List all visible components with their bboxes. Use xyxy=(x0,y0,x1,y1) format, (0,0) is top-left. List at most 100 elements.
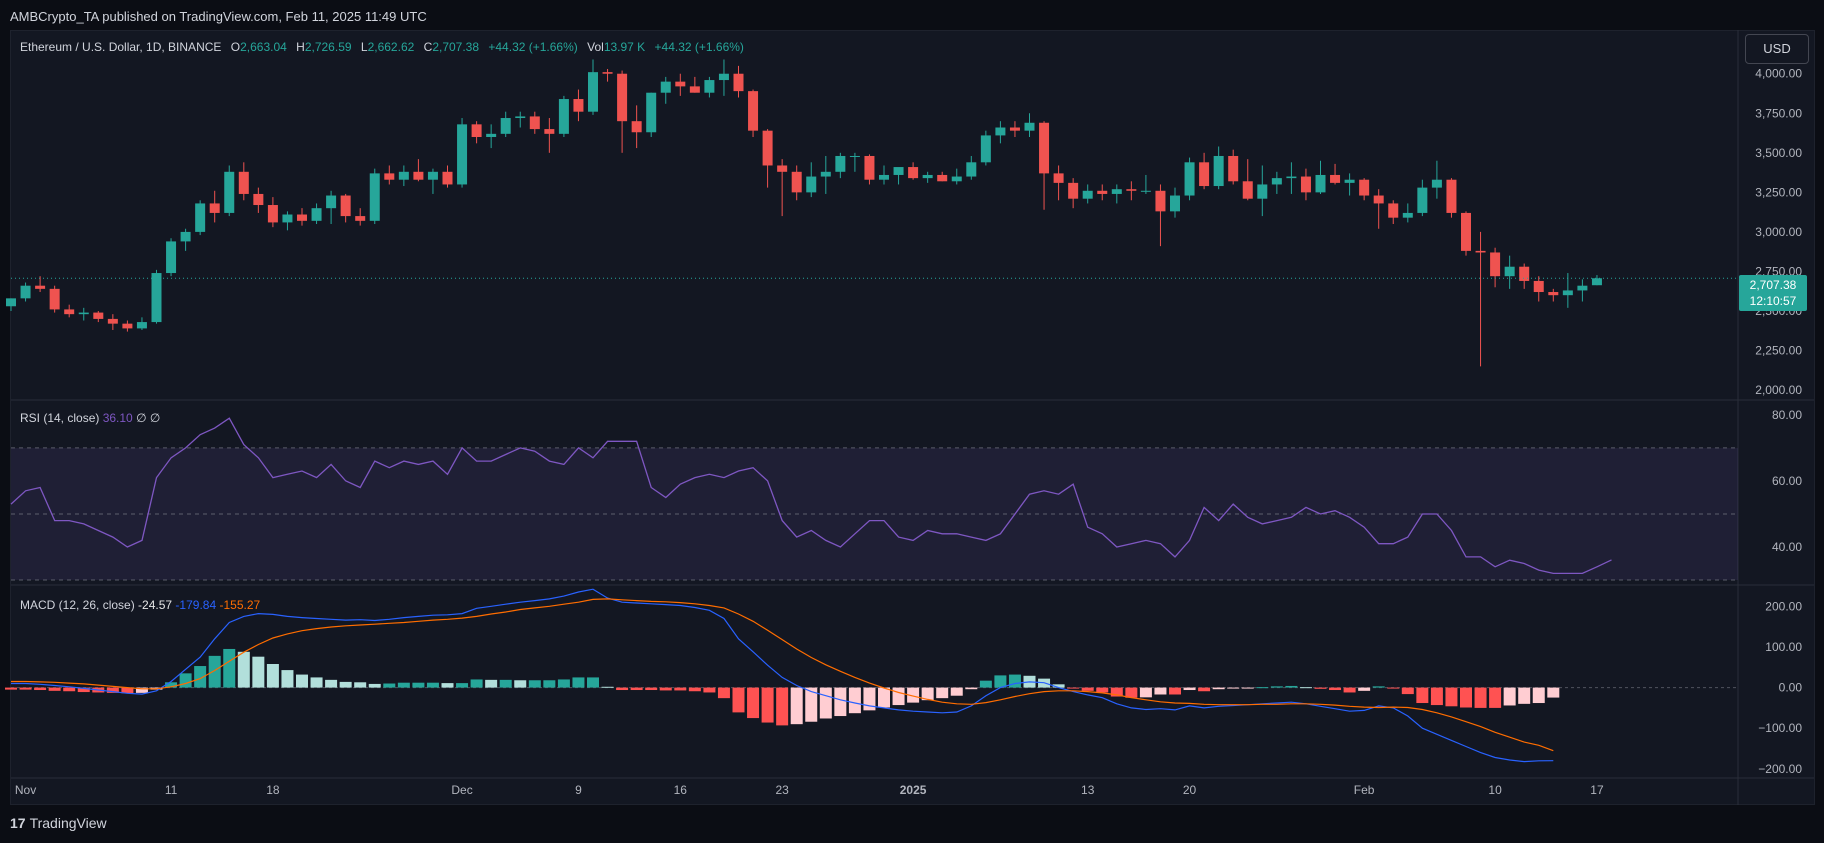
macd-histogram-bar xyxy=(790,687,803,725)
macd-histogram-bar xyxy=(121,687,134,694)
symbol-legend: Ethereum / U.S. Dollar, 1D, BINANCE O2,6… xyxy=(20,40,744,54)
macd-histogram-bar xyxy=(252,656,265,688)
macd-histogram-bar xyxy=(587,677,599,688)
candle-body xyxy=(1082,190,1093,199)
macd-histogram-bar xyxy=(5,687,17,690)
candle-body xyxy=(1242,181,1253,199)
price-axis-tick: 3,750.00 xyxy=(1755,106,1802,120)
candle-body xyxy=(20,285,31,299)
macd-histogram-bar xyxy=(1212,687,1225,690)
candle-body xyxy=(660,81,671,93)
macd-histogram-bar xyxy=(1416,687,1429,704)
macd-axis-tick: −100.00 xyxy=(1758,721,1802,735)
candle-body xyxy=(922,174,933,179)
candle-body xyxy=(297,214,307,221)
rsi-line xyxy=(10,417,1612,575)
candle-body xyxy=(1431,179,1442,188)
candle-body xyxy=(937,174,948,182)
candle-body xyxy=(704,80,715,93)
candle-body xyxy=(238,171,249,194)
candle-body xyxy=(864,155,875,180)
candle-body xyxy=(1286,176,1297,179)
macd-histogram-bar xyxy=(834,687,847,717)
top-bar: AMBCrypto_TA published on TradingView.co… xyxy=(0,0,1824,30)
time-axis-tick: 2025 xyxy=(900,783,927,797)
time-axis-tick: 13 xyxy=(1081,783,1095,797)
candle-body xyxy=(398,171,409,180)
macd-histogram-bar xyxy=(1460,687,1472,708)
candle-body xyxy=(326,195,337,209)
candle-body xyxy=(1402,212,1413,218)
candle-body xyxy=(384,173,395,180)
price-axis-tick: 2,000.00 xyxy=(1755,383,1802,397)
macd-histogram-bar xyxy=(266,664,279,688)
candle-body xyxy=(1257,184,1268,199)
macd-histogram-bar xyxy=(819,687,832,719)
macd-histogram-bar xyxy=(1343,687,1356,693)
macd-histogram-bar xyxy=(165,682,178,688)
candle-body xyxy=(369,173,380,221)
macd-histogram-bar xyxy=(761,687,774,723)
macd-histogram-bar xyxy=(528,680,541,688)
candle-body xyxy=(282,214,293,223)
candle-body xyxy=(122,323,133,329)
macd-histogram-bar xyxy=(601,686,614,688)
candle-body xyxy=(1213,155,1224,187)
macd-histogram-bar xyxy=(805,687,818,722)
currency-button[interactable]: USD xyxy=(1745,34,1809,64)
macd-histogram-bar xyxy=(907,687,920,703)
candle-body xyxy=(718,73,729,81)
candle-body xyxy=(1591,278,1602,286)
time-axis-tick: Dec xyxy=(451,783,472,797)
candle-body xyxy=(442,171,453,185)
footer-brand[interactable]: 17 TradingView xyxy=(10,815,107,831)
candle-body xyxy=(355,216,366,221)
candle-body xyxy=(1475,250,1486,253)
rsi-legend: RSI (14, close) 36.10 ∅ ∅ xyxy=(20,411,160,425)
macd-histogram-bar xyxy=(921,687,934,701)
candle-body xyxy=(602,72,613,74)
macd-histogram-bar xyxy=(1169,687,1181,695)
macd-histogram-bar xyxy=(237,651,250,688)
macd-line-value: -179.84 xyxy=(175,598,217,612)
macd-histogram-bar xyxy=(397,682,410,688)
candle-body xyxy=(1344,179,1355,183)
candle-body xyxy=(689,86,700,93)
macd-histogram-bar xyxy=(63,687,76,692)
candle-body xyxy=(748,91,759,131)
price-change: +44.32 (+1.66%) xyxy=(488,40,578,54)
candle-body xyxy=(107,318,118,324)
macd-axis-tick: 0.00 xyxy=(1779,681,1803,695)
price-axis-tick: 4,000.00 xyxy=(1755,67,1802,81)
macd-histogram-bar xyxy=(1256,687,1269,689)
close-label: C xyxy=(423,40,433,54)
rsi-label: RSI (14, close) xyxy=(20,411,100,425)
bar-countdown: 12:10:57 xyxy=(1749,294,1797,308)
candle-body xyxy=(879,174,889,180)
candle-body xyxy=(427,171,438,180)
macd-histogram-bar xyxy=(645,687,658,691)
candle-body xyxy=(151,273,162,323)
rsi-axis-tick: 80.00 xyxy=(1772,408,1802,422)
candle-body xyxy=(835,155,846,172)
candle-body xyxy=(35,285,46,289)
macd-axis-tick: 200.00 xyxy=(1765,599,1802,613)
candle-body xyxy=(1155,190,1166,212)
candle-body xyxy=(544,129,555,134)
candle-body xyxy=(1446,179,1457,213)
candle-body xyxy=(457,124,468,185)
candle-body xyxy=(78,312,89,315)
macd-histogram-bar xyxy=(441,683,454,688)
candle-body xyxy=(1140,190,1151,192)
rsi-value: 36.10 xyxy=(102,411,133,425)
candle-body xyxy=(646,92,657,133)
candle-body xyxy=(471,124,482,137)
candle-body xyxy=(1126,189,1137,191)
candle-body xyxy=(1519,266,1530,281)
candle-body xyxy=(1577,285,1588,291)
macd-histogram-bar xyxy=(1052,684,1065,688)
time-axis-tick: Feb xyxy=(1354,783,1375,797)
candle-body xyxy=(1373,195,1384,204)
candle-body xyxy=(180,231,191,242)
